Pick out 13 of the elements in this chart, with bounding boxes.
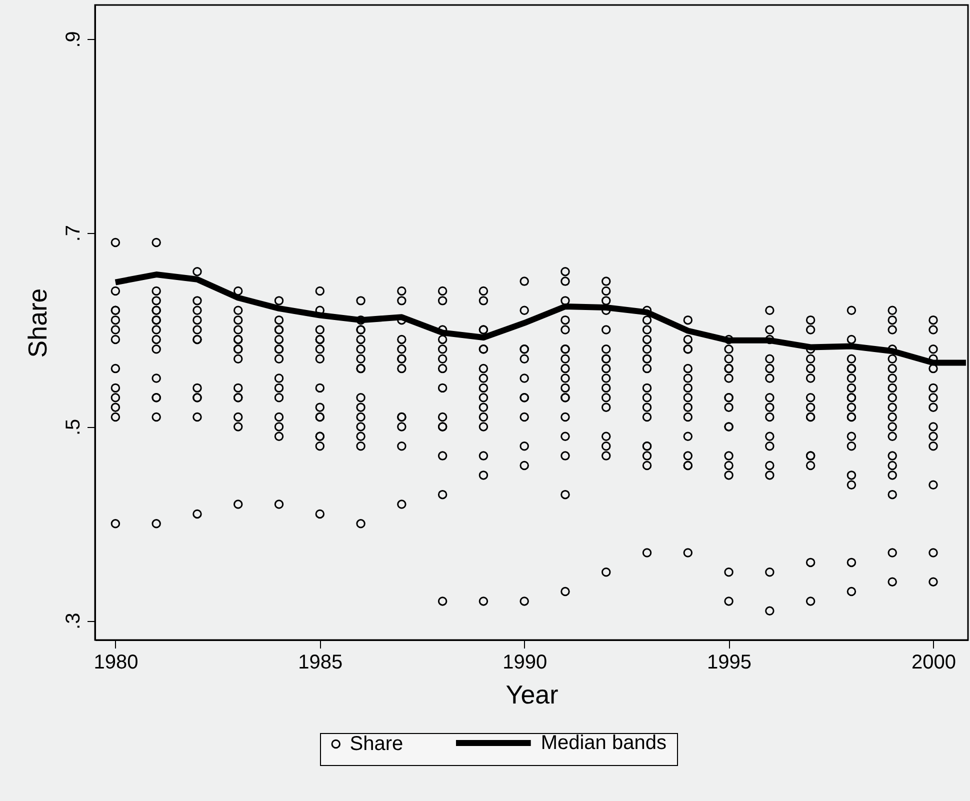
legend-label: Median bands: [540, 732, 666, 754]
y-axis-title: Share: [22, 288, 52, 358]
x-tick-label: 2000: [911, 652, 956, 674]
x-tick-label: 1990: [502, 652, 548, 674]
y-tick-label: .9: [62, 31, 84, 48]
y-tick-label: .3: [62, 612, 84, 630]
legend-label: Share: [350, 733, 404, 755]
x-tick-label: 1980: [94, 652, 138, 674]
y-tick-label: .7: [62, 224, 84, 242]
y-tick-label: .5: [62, 418, 84, 436]
x-tick-label: 1995: [707, 652, 752, 674]
x-axis-title: Year: [506, 680, 559, 710]
x-tick-label: 1985: [298, 652, 343, 674]
